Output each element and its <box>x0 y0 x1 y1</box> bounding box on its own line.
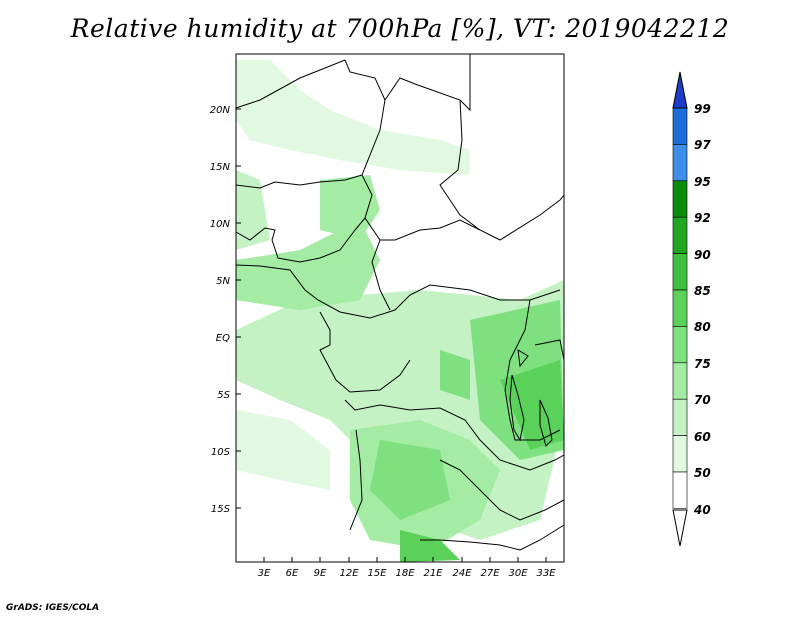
colorbar-label: 50 <box>694 466 711 480</box>
colorbar-segment <box>672 253 688 291</box>
lon-axis: 3E 6E 9E 12E 15E 18E 21E 24E 27E 30E 33E <box>258 568 557 579</box>
lon-tick: 27E <box>480 568 500 579</box>
colorbar-top-arrow <box>672 71 688 109</box>
lon-tick: 30E <box>508 568 528 579</box>
lat-tick: EQ <box>216 333 230 344</box>
colorbar-segments <box>672 107 688 509</box>
lat-tick: 15S <box>211 504 231 515</box>
colorbar-segment <box>672 216 688 254</box>
colorbar-label: 92 <box>694 211 711 225</box>
colorbar: 99 97 95 92 90 85 80 75 70 60 50 40 <box>672 71 711 547</box>
lon-tick: 15E <box>367 568 387 579</box>
lat-tick: 5N <box>216 276 230 287</box>
lon-tick: 21E <box>423 568 443 579</box>
colorbar-label: 99 <box>694 102 711 116</box>
lat-tick: 15N <box>210 162 231 173</box>
colorbar-label: 97 <box>694 138 711 152</box>
country-borders <box>235 54 565 551</box>
colorbar-label: 85 <box>694 284 711 298</box>
colorbar-segment <box>672 471 688 509</box>
lon-tick: 9E <box>314 568 327 579</box>
colorbar-segment <box>672 398 688 436</box>
lon-tick: 18E <box>395 568 415 579</box>
lat-tick-marks <box>236 108 241 509</box>
humidity-field <box>236 60 564 562</box>
lat-tick: 20N <box>210 105 231 116</box>
colorbar-segment <box>672 107 688 145</box>
colorbar-segment <box>672 289 688 327</box>
lon-tick: 6E <box>286 568 299 579</box>
map-frame <box>235 53 565 563</box>
lon-tick-marks <box>263 557 547 562</box>
colorbar-label: 80 <box>694 320 711 334</box>
credit-text: GrADS: IGES/COLA <box>6 603 100 613</box>
colorbar-label: 75 <box>694 357 711 371</box>
lon-tick: 33E <box>536 568 556 579</box>
colorbar-label: 60 <box>694 430 711 444</box>
lon-tick: 24E <box>452 568 472 579</box>
lat-tick: 5S <box>217 390 230 401</box>
lat-axis: 20N 15N 10N 5N EQ 5S 10S 15S <box>210 105 231 515</box>
lon-tick: 12E <box>339 568 359 579</box>
colorbar-segment <box>672 326 688 364</box>
colorbar-bottom-arrow <box>672 509 688 547</box>
colorbar-segment <box>672 362 688 400</box>
colorbar-segment <box>672 180 688 218</box>
lat-tick: 10N <box>210 219 231 230</box>
colorbar-label: 70 <box>694 393 711 407</box>
colorbar-segment <box>672 435 688 473</box>
lat-tick: 10S <box>211 447 231 458</box>
colorbar-label: 90 <box>694 248 711 262</box>
lon-tick: 3E <box>258 568 271 579</box>
colorbar-label: 95 <box>694 175 711 189</box>
map-title: Relative humidity at 700hPa [%], VT: 201… <box>70 14 730 43</box>
colorbar-label: 40 <box>693 503 711 517</box>
lakes <box>509 349 553 447</box>
colorbar-segment <box>672 144 688 182</box>
